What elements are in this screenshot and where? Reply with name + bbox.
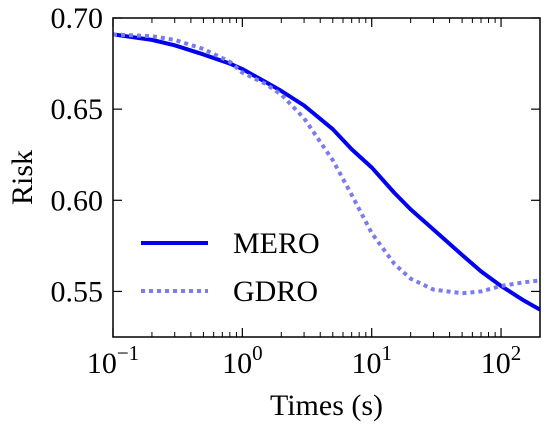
- x-tick-label: 101: [351, 341, 392, 380]
- x-axis: 10−1 100 101 102: [87, 18, 521, 380]
- y-axis: 0.55 0.60 0.65 0.70: [51, 2, 540, 308]
- x-tick-label: 100: [222, 341, 263, 380]
- legend-label-gdro: GDRO: [233, 275, 318, 308]
- y-tick-label: 0.60: [51, 184, 104, 217]
- x-axis-title: Times (s): [270, 389, 383, 422]
- x-tick-label: 10−1: [87, 341, 139, 380]
- series-layer: [113, 32, 540, 312]
- y-tick-label: 0.55: [51, 275, 104, 308]
- legend-label-mero: MERO: [233, 227, 320, 260]
- y-axis-title: Risk: [6, 150, 39, 205]
- plot-frame: [112, 17, 541, 338]
- series-line-mero: [113, 32, 540, 312]
- y-tick-label: 0.70: [51, 2, 104, 35]
- x-tick-label: 102: [481, 341, 521, 380]
- y-tick-label: 0.65: [51, 93, 104, 126]
- series-line-gdro: [113, 32, 540, 296]
- legend: MERO GDRO: [141, 227, 320, 308]
